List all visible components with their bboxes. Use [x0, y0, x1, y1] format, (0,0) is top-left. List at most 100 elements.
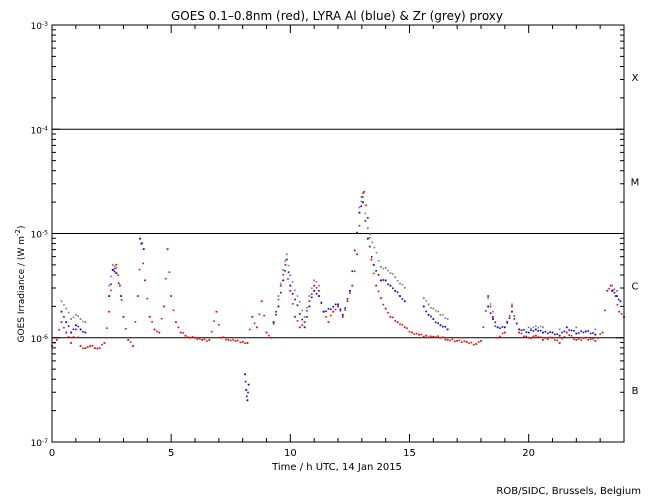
data-point — [163, 305, 165, 308]
data-point — [65, 321, 68, 324]
data-point — [268, 334, 270, 337]
data-point — [511, 310, 513, 313]
data-point — [561, 331, 563, 334]
data-point — [351, 284, 354, 287]
data-point — [366, 227, 369, 230]
data-point — [425, 300, 427, 302]
data-point — [67, 311, 70, 314]
data-point — [308, 305, 311, 308]
data-point — [113, 267, 116, 270]
data-point — [520, 329, 523, 331]
data-point — [551, 331, 554, 334]
data-point — [334, 303, 337, 306]
data-point — [206, 340, 208, 342]
data-point — [372, 263, 375, 266]
data-point — [325, 310, 327, 313]
data-point — [96, 347, 99, 350]
data-point — [489, 303, 492, 305]
data-point — [77, 315, 80, 317]
data-point — [389, 284, 392, 287]
data-point — [558, 334, 561, 337]
data-point — [258, 313, 261, 316]
data-point — [444, 325, 447, 328]
data-point — [339, 308, 342, 310]
data-point — [213, 320, 215, 322]
data-point — [351, 270, 354, 273]
data-point — [339, 310, 342, 312]
data-point — [375, 284, 378, 287]
data-point — [127, 338, 130, 341]
data-point — [427, 313, 430, 316]
data-point — [358, 224, 361, 227]
data-point — [284, 263, 287, 266]
x-tick-label: 15 — [403, 448, 416, 459]
data-point — [291, 293, 294, 295]
data-point — [175, 321, 177, 324]
data-point — [582, 337, 585, 340]
data-point — [287, 271, 290, 273]
data-point — [362, 201, 364, 204]
data-point — [332, 306, 335, 308]
data-point — [539, 329, 542, 332]
data-point — [396, 321, 399, 324]
data-point — [55, 338, 58, 341]
data-point — [322, 310, 325, 313]
data-point — [117, 274, 119, 276]
flare-class-labels: X M C B — [631, 73, 640, 397]
data-point — [222, 336, 225, 338]
data-point — [229, 339, 232, 342]
data-point — [470, 341, 473, 344]
data-point — [568, 334, 570, 336]
series-lyra-zr — [60, 196, 618, 331]
data-point — [153, 328, 156, 331]
data-point — [358, 206, 361, 209]
data-point — [136, 295, 139, 297]
x-axis-ticks: 0 5 10 15 20 — [49, 25, 625, 459]
data-point — [599, 333, 601, 335]
data-point — [98, 347, 101, 350]
data-point — [111, 263, 114, 266]
data-point — [594, 339, 597, 342]
data-point — [442, 314, 444, 316]
data-point — [580, 339, 582, 341]
data-point — [306, 306, 308, 309]
data-point — [617, 298, 620, 301]
data-point — [111, 269, 114, 271]
data-point — [423, 335, 425, 338]
data-point — [70, 342, 72, 344]
data-point — [310, 287, 313, 290]
data-point — [532, 326, 535, 329]
data-point — [287, 278, 289, 280]
flare-class-c: C — [632, 282, 639, 293]
data-point — [420, 333, 423, 336]
data-point — [546, 338, 549, 341]
data-point — [530, 337, 532, 340]
data-point — [403, 326, 406, 329]
data-point — [299, 300, 301, 303]
data-point — [366, 216, 369, 219]
data-point — [63, 316, 65, 318]
data-point — [442, 325, 444, 328]
y-axis-label-main: GOES Irradiance / (W m — [17, 236, 27, 342]
data-point — [520, 332, 523, 335]
data-point — [392, 316, 394, 319]
data-point — [356, 231, 358, 234]
data-point — [115, 263, 118, 266]
data-point — [577, 332, 580, 334]
data-point — [360, 196, 363, 198]
data-point — [523, 335, 525, 338]
data-point — [320, 302, 323, 304]
data-point — [77, 336, 80, 339]
data-point — [506, 322, 509, 324]
data-point — [544, 337, 547, 339]
data-point — [282, 269, 285, 271]
data-point — [527, 336, 530, 339]
data-point — [272, 323, 275, 325]
data-point — [387, 269, 389, 272]
data-point — [449, 339, 451, 342]
data-point — [418, 333, 420, 336]
data-point — [587, 338, 590, 341]
data-point — [225, 338, 227, 341]
data-point — [285, 253, 288, 256]
data-point — [82, 331, 84, 333]
